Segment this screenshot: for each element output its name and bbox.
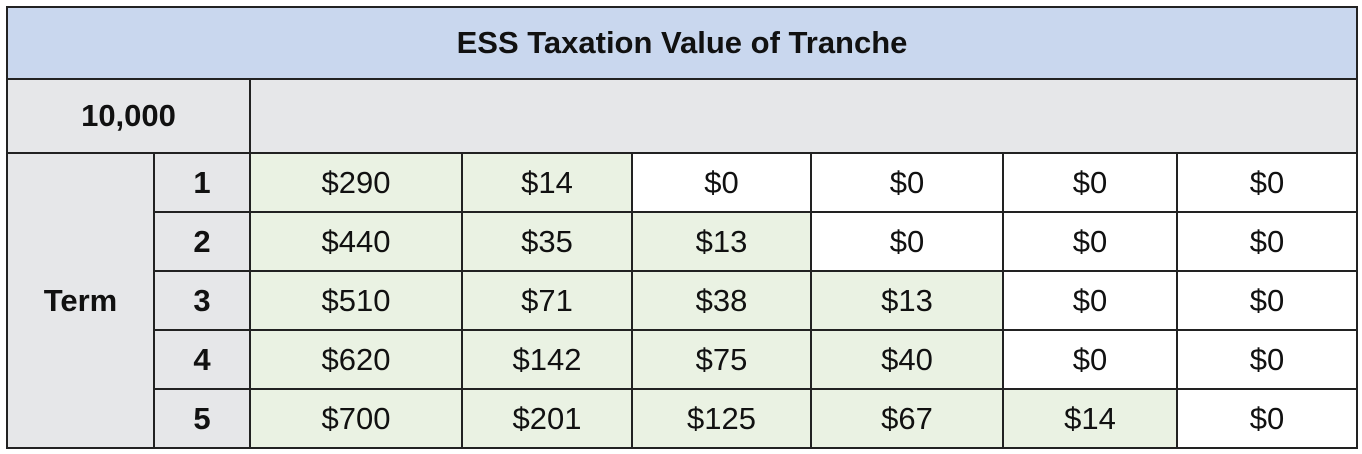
header-row: 10,000 [6, 78, 1359, 154]
row: 3 $510 $71 $38 $13 $0 $0 [7, 270, 1359, 331]
table-title: ESS Taxation Value of Tranche [5, 6, 1359, 80]
cell: $0 [1175, 388, 1359, 449]
term: 4 [153, 329, 251, 390]
cell: $13 [631, 211, 812, 272]
cell: $0 [1175, 211, 1359, 272]
cell: $38 [631, 270, 812, 331]
cell: $0 [1175, 329, 1359, 390]
cell: $14 [1002, 388, 1178, 449]
cell: $290 [249, 152, 463, 213]
term: 5 [153, 388, 251, 449]
cell: $510 [249, 270, 463, 331]
cell: $40 [810, 329, 1004, 390]
cell: $67 [810, 388, 1004, 449]
cell: $0 [1002, 270, 1178, 331]
quantity: 10,000 [6, 78, 251, 154]
cell: $700 [249, 388, 463, 449]
row-header: Term [6, 152, 155, 449]
term: 2 [153, 211, 251, 272]
header-blank [248, 78, 1359, 154]
cell: $0 [810, 152, 1004, 213]
row: 5 $700 $201 $125 $67 $14 $0 [7, 388, 1359, 449]
cell: $0 [1002, 152, 1178, 213]
cell: $0 [1175, 270, 1359, 331]
cell: $0 [1002, 211, 1178, 272]
cell: $142 [461, 329, 633, 390]
term: 3 [153, 270, 251, 331]
cell: $620 [249, 329, 463, 390]
row: Term 1 $290 $14 $0 $0 $0 $0 [6, 152, 1359, 449]
term: 1 [153, 152, 251, 213]
cell: $35 [461, 211, 633, 272]
cell: $14 [461, 152, 633, 213]
row: 4 $620 $142 $75 $40 $0 $0 [7, 329, 1359, 390]
cell: $0 [1175, 152, 1359, 213]
title-row: ESS Taxation Value of Tranche [5, 6, 1359, 80]
cell: $75 [631, 329, 812, 390]
cell: $13 [810, 270, 1004, 331]
cell: $201 [461, 388, 633, 449]
cell: $0 [1002, 329, 1178, 390]
tranche-table: ESS Taxation Value of Tranche 10,000 Ter… [5, 6, 1359, 449]
row: 2 $440 $35 $13 $0 $0 $0 [7, 211, 1359, 272]
cell: $71 [461, 270, 633, 331]
cell: $440 [249, 211, 463, 272]
cell: $125 [631, 388, 812, 449]
cell: $0 [810, 211, 1004, 272]
cell: $0 [631, 152, 812, 213]
